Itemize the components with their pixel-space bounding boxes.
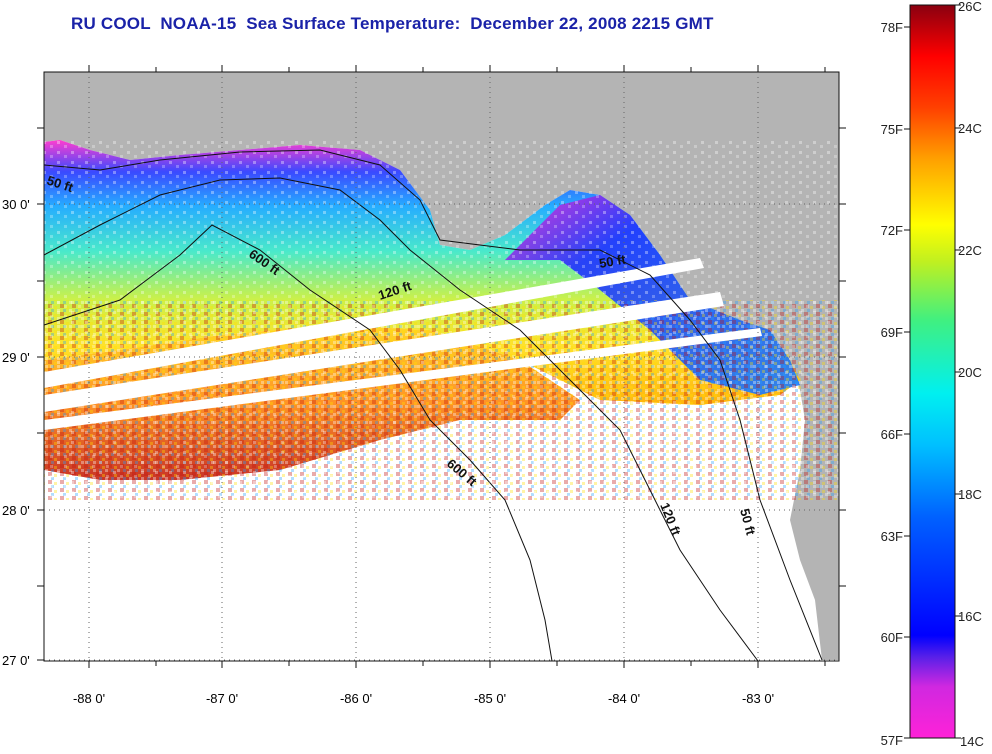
lon-label: -84 0' <box>608 691 640 706</box>
colorbar-c-label: 22C <box>958 243 982 258</box>
missing-swath-1 <box>44 258 704 388</box>
lat-label: 27 0' <box>2 653 30 668</box>
colorbar-f-label: 69F <box>881 325 903 340</box>
colorbar-c-label: 20C <box>958 365 982 380</box>
colorbar-c-label: 18C <box>958 487 982 502</box>
colorbar-f-label: 78F <box>881 20 903 35</box>
missing-swath-2 <box>44 292 724 412</box>
tick-marks <box>37 65 846 668</box>
cloud-speckle <box>44 140 839 500</box>
colorbar-c-label: 14C <box>960 734 984 749</box>
lon-label: -85 0' <box>474 691 506 706</box>
colorbar-c-label: 26C <box>958 0 982 14</box>
lon-label: -83 0' <box>742 691 774 706</box>
contour-line-50ft <box>44 149 823 661</box>
longitude-labels: -88 0' -87 0' -86 0' -85 0' -84 0' -83 0… <box>73 691 774 706</box>
contour-label-50ft: 50 ft <box>598 251 628 271</box>
colorbar-f-label: 72F <box>881 223 903 238</box>
colorbar-c-label: 24C <box>958 121 982 136</box>
latitude-labels: 30 0' 29 0' 28 0' 27 0' <box>2 197 30 668</box>
missing-swath-3 <box>44 328 762 430</box>
lat-label: 30 0' <box>2 197 30 212</box>
colorbar: 78F 75F 72F 69F 66F 63F 60F 57F 26C 24C … <box>881 0 984 749</box>
graticule <box>44 72 839 661</box>
lon-label: -88 0' <box>73 691 105 706</box>
contour-line-600ft <box>44 224 553 661</box>
map-frame <box>43 71 840 662</box>
lat-label: 29 0' <box>2 350 30 365</box>
map-title: RU COOL NOAA-15 Sea Surface Temperature:… <box>71 14 714 33</box>
colorbar-f-label: 66F <box>881 427 903 442</box>
colorbar-scale <box>909 4 956 739</box>
colorbar-f-label: 63F <box>881 529 903 544</box>
colorbar-f-label: 60F <box>881 630 903 645</box>
colorbar-f-label: 57F <box>881 733 903 748</box>
contour-label-50ft: 50 ft <box>737 507 759 537</box>
colorbar-f-label: 75F <box>881 122 903 137</box>
lon-label: -87 0' <box>206 691 238 706</box>
colorbar-c-label: 16C <box>958 609 982 624</box>
contour-line-120ft <box>44 177 759 661</box>
lat-label: 28 0' <box>2 503 30 518</box>
lon-label: -86 0' <box>340 691 372 706</box>
